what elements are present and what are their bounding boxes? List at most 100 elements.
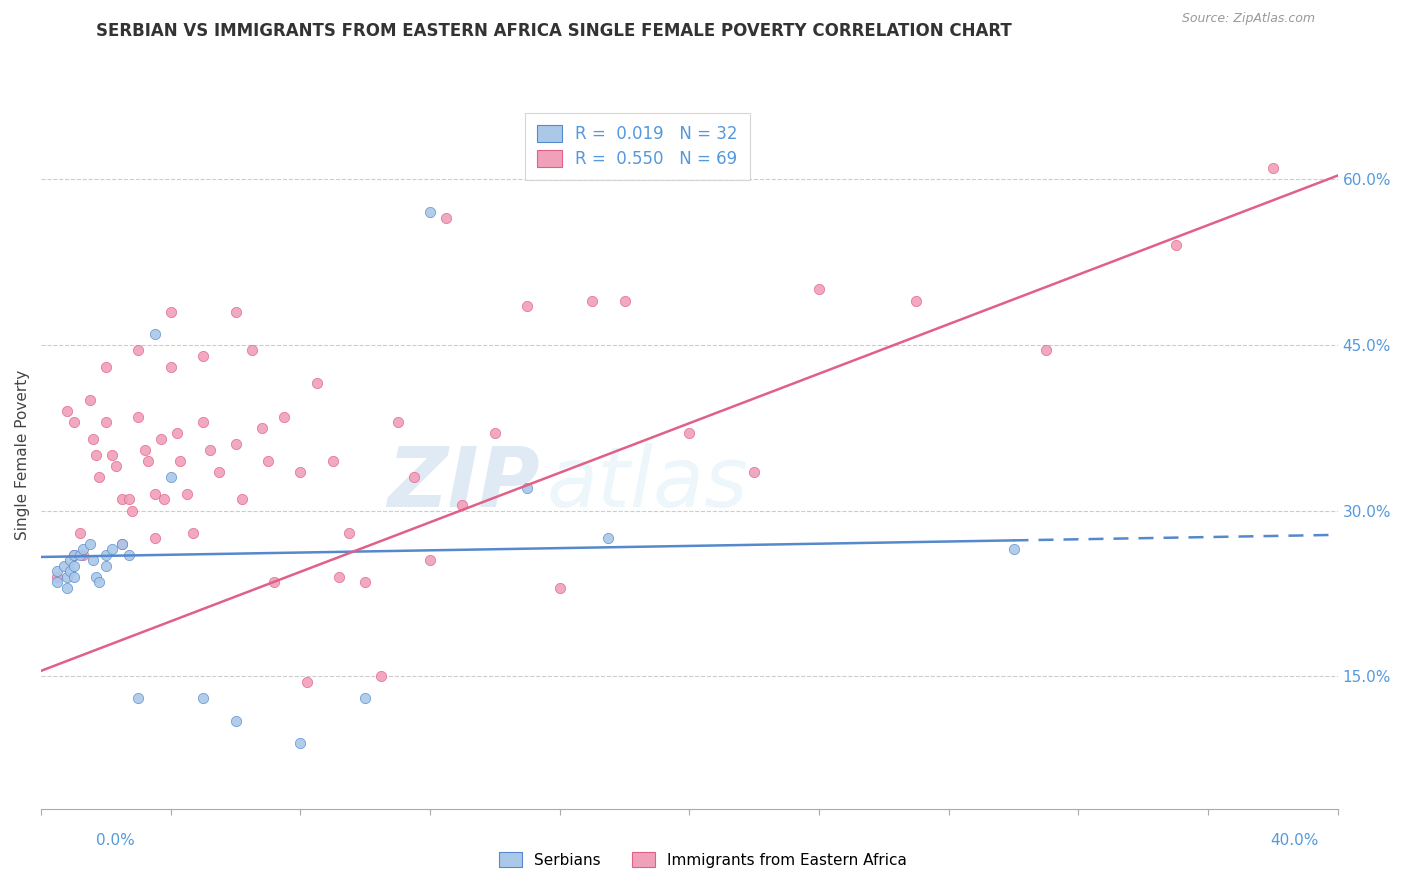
Point — [89, 575, 111, 590]
Point — [1002, 542, 1025, 557]
Point — [117, 548, 139, 562]
Point — [290, 465, 312, 479]
Point — [240, 343, 263, 358]
Point — [46, 570, 69, 584]
Point — [402, 470, 425, 484]
Point — [150, 432, 173, 446]
Point — [111, 537, 134, 551]
Point — [127, 691, 149, 706]
Point — [84, 448, 107, 462]
Point — [159, 470, 181, 484]
Point — [183, 525, 205, 540]
Point — [419, 205, 441, 219]
Point — [387, 415, 409, 429]
Point — [82, 432, 104, 446]
Point — [62, 548, 84, 562]
Text: ZIP: ZIP — [388, 443, 540, 524]
Point — [613, 293, 636, 308]
Point — [451, 498, 474, 512]
Point — [193, 349, 215, 363]
Point — [94, 548, 117, 562]
Text: atlas: atlas — [547, 443, 748, 524]
Point — [62, 570, 84, 584]
Point — [598, 531, 620, 545]
Legend: R =  0.019   N = 32, R =  0.550   N = 69: R = 0.019 N = 32, R = 0.550 N = 69 — [526, 113, 749, 179]
Point — [104, 459, 127, 474]
Point — [136, 454, 159, 468]
Point — [94, 415, 117, 429]
Point — [101, 448, 124, 462]
Point — [295, 674, 318, 689]
Point — [354, 691, 377, 706]
Point — [419, 553, 441, 567]
Point — [516, 482, 538, 496]
Point — [263, 575, 285, 590]
Point — [62, 415, 84, 429]
Point — [1164, 238, 1187, 252]
Point — [1261, 161, 1284, 175]
Point — [134, 442, 156, 457]
Y-axis label: Single Female Poverty: Single Female Poverty — [15, 370, 30, 541]
Point — [72, 548, 94, 562]
Point — [548, 581, 571, 595]
Point — [127, 409, 149, 424]
Point — [159, 304, 181, 318]
Point — [198, 442, 221, 457]
Point — [208, 465, 231, 479]
Point — [273, 409, 295, 424]
Point — [56, 581, 79, 595]
Point — [143, 326, 166, 341]
Text: 40.0%: 40.0% — [1271, 833, 1319, 847]
Point — [742, 465, 765, 479]
Point — [59, 553, 82, 567]
Point — [290, 736, 312, 750]
Point — [117, 492, 139, 507]
Point — [46, 565, 69, 579]
Point — [337, 525, 360, 540]
Point — [1035, 343, 1057, 358]
Point — [69, 525, 91, 540]
Point — [225, 304, 247, 318]
Point — [231, 492, 253, 507]
Point — [46, 575, 69, 590]
Point — [434, 211, 457, 225]
Point — [169, 454, 191, 468]
Point — [94, 558, 117, 573]
Point — [143, 531, 166, 545]
Point — [79, 537, 101, 551]
Point — [62, 558, 84, 573]
Point — [225, 437, 247, 451]
Point — [322, 454, 344, 468]
Text: Source: ZipAtlas.com: Source: ZipAtlas.com — [1181, 12, 1315, 25]
Point — [328, 570, 350, 584]
Point — [257, 454, 280, 468]
Point — [59, 565, 82, 579]
Point — [166, 426, 188, 441]
Text: 0.0%: 0.0% — [96, 833, 135, 847]
Point — [193, 415, 215, 429]
Point — [143, 487, 166, 501]
Point — [250, 420, 273, 434]
Point — [111, 492, 134, 507]
Point — [225, 714, 247, 728]
Point — [176, 487, 198, 501]
Point — [69, 548, 91, 562]
Point — [516, 299, 538, 313]
Point — [905, 293, 928, 308]
Point — [153, 492, 176, 507]
Point — [354, 575, 377, 590]
Point — [56, 570, 79, 584]
Point — [111, 537, 134, 551]
Point — [72, 542, 94, 557]
Point — [121, 503, 143, 517]
Legend: Serbians, Immigrants from Eastern Africa: Serbians, Immigrants from Eastern Africa — [492, 844, 914, 875]
Point — [101, 542, 124, 557]
Point — [89, 470, 111, 484]
Point — [82, 553, 104, 567]
Point — [94, 359, 117, 374]
Point — [127, 343, 149, 358]
Point — [79, 392, 101, 407]
Point — [52, 558, 75, 573]
Point — [581, 293, 603, 308]
Point — [193, 691, 215, 706]
